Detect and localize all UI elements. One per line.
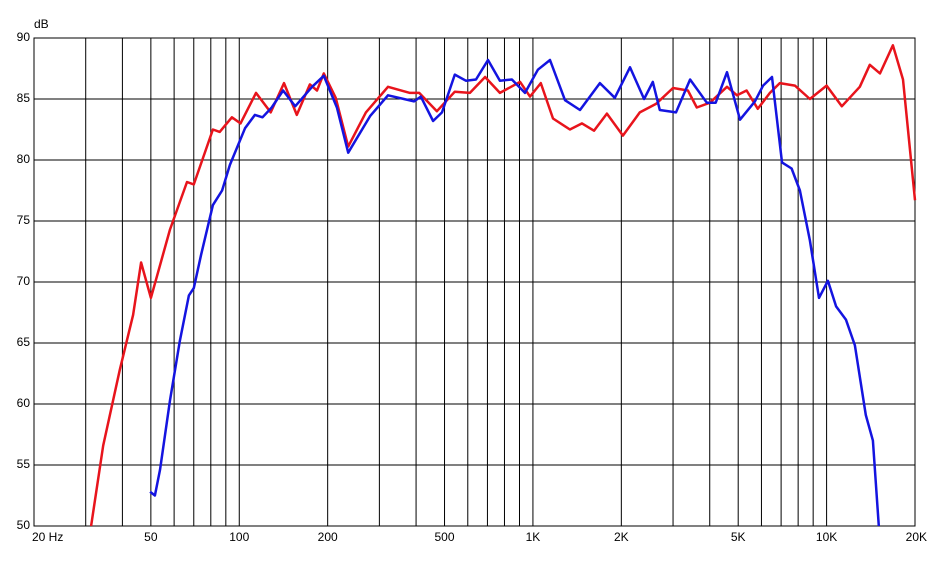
x-tick-label: 10K — [816, 530, 837, 544]
y-tick-label: 85 — [17, 91, 31, 105]
x-tick-label: 5K — [731, 530, 746, 544]
x-tick-label: 500 — [435, 530, 455, 544]
response-curve — [89, 44, 917, 527]
response-curve — [149, 58, 881, 527]
x-tick-label: 20 Hz — [32, 530, 63, 544]
x-tick-label: 50 — [144, 530, 158, 544]
x-tick-label: 1K — [526, 530, 541, 544]
y-tick-label: 80 — [17, 152, 31, 166]
y-tick-label: 60 — [17, 396, 31, 410]
y-axis-label: dB — [34, 17, 49, 31]
y-tick-label: 90 — [17, 30, 31, 44]
y-tick-label: 50 — [17, 518, 31, 532]
plot-frame — [33, 37, 916, 527]
y-tick-label: 65 — [17, 335, 31, 349]
x-tick-label: 100 — [229, 530, 249, 544]
x-tick-label: 2K — [614, 530, 629, 544]
y-tick-label: 55 — [17, 457, 31, 471]
y-tick-label: 75 — [17, 213, 31, 227]
x-tick-label: 200 — [318, 530, 338, 544]
x-tick-label: 20K — [906, 530, 927, 544]
y-tick-label: 70 — [17, 274, 31, 288]
